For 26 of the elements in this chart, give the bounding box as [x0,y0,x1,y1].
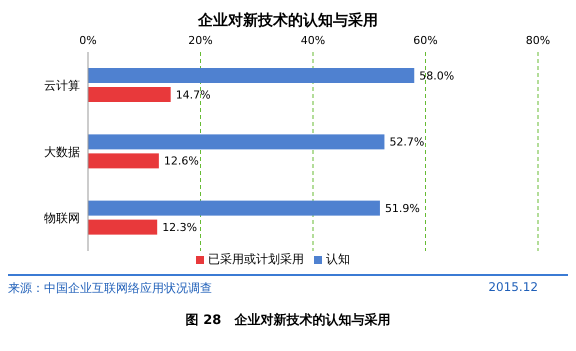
data-label: 12.3% [162,221,198,234]
y-tick-label: 物联网 [44,211,80,226]
data-label: 52.7% [389,136,424,149]
x-tick-label: 0% [79,34,97,47]
bar [88,87,171,102]
source-note: 来源：中国企业互联网络应用状况调查 [8,280,212,297]
x-tick-label: 40% [300,34,326,47]
bar [88,134,384,150]
text: 2015.12 [488,280,538,296]
y-tick-label: 大数据 [44,144,80,159]
data-label: 14.7% [176,88,211,102]
data-label: 12.6% [164,154,199,168]
x-tick-label: 80% [526,34,550,47]
legend-label: 已采用或计划采用 [208,252,304,266]
legend-label: 认知 [326,252,350,266]
x-tick-label: 20% [188,34,213,47]
bar [88,153,159,168]
x-tick-label: 60% [413,34,438,47]
caption: 图 28 企业对新技术的认知与采用 [184,312,392,329]
chart-title: 企业对新技术的认知与采用 [197,10,379,31]
data-label: 51.9% [384,202,420,216]
bar [88,200,380,216]
data-label: 58.0% [419,69,454,82]
bar [88,68,414,83]
bar [88,220,158,235]
y-tick-label: 云计算 [44,78,80,92]
